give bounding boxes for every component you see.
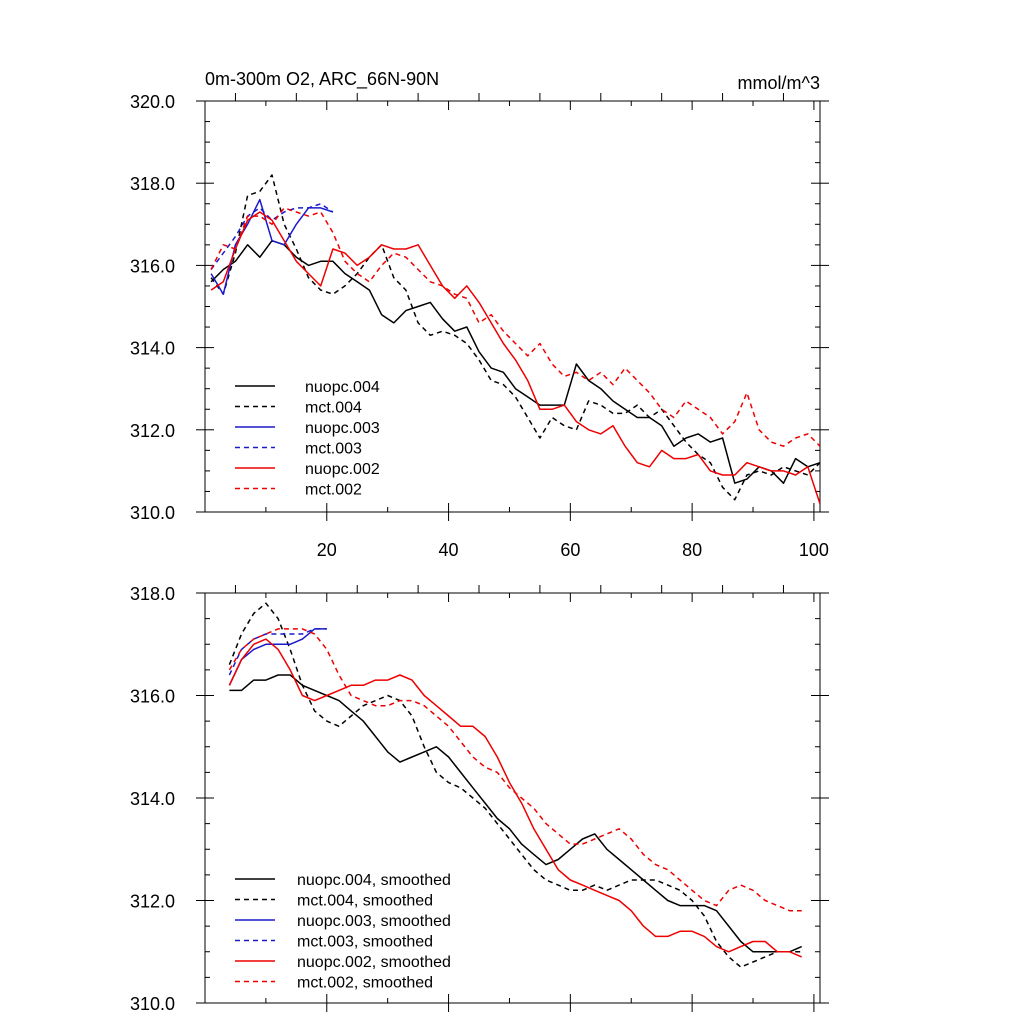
- legend-label: nuopc.002, smoothed: [297, 954, 451, 971]
- top-panel: 20 40 60 80 100 310.0 312.0 314.0 316.0 318.0 320.…: [130, 69, 829, 560]
- series-line-nuopc-002: [210, 211, 820, 505]
- y-tick-label: 310.0: [130, 503, 175, 523]
- x-tick-label: 60: [560, 540, 580, 560]
- legend-label: nuopc.004, smoothed: [297, 872, 451, 889]
- plot-frame: [204, 100, 821, 513]
- x-tick-label: 100: [799, 540, 829, 560]
- y-tick-label: 320.0: [130, 92, 175, 112]
- series-line-nuopc-004-smoothed: [229, 674, 802, 953]
- units-label: mmol/m^3: [738, 73, 820, 93]
- x-tick-label: 20: [317, 540, 337, 560]
- series-group: [228, 602, 802, 968]
- chart-title: 0m-300m O2, ARC_66N-90N: [205, 69, 439, 90]
- y-tick-label: 316.0: [130, 256, 175, 276]
- series-line-mct-003-smoothed: [228, 628, 327, 676]
- y-tick-label: 318.0: [130, 584, 175, 604]
- legend-label: nuopc.004: [305, 379, 380, 396]
- bottom-panel: 310.0 312.0 314.0 316.0 318.0 nuopc.004, smoo…: [130, 584, 829, 1014]
- legend-label: mct.002: [305, 482, 362, 499]
- legend-label: nuopc.003: [305, 420, 380, 437]
- series-line-mct-002-smoothed: [228, 628, 802, 912]
- series-line-nuopc-004: [210, 239, 820, 484]
- y-tick-label: 314.0: [130, 789, 175, 809]
- legend-label: nuopc.003, smoothed: [297, 913, 451, 930]
- legend-label: mct.004: [305, 400, 362, 417]
- y-tick-label: 312.0: [130, 892, 175, 912]
- y-tick-label: 318.0: [130, 174, 175, 194]
- x-tick-label: 40: [439, 540, 459, 560]
- y-tick-label: 314.0: [130, 339, 175, 359]
- series-line-mct-002: [210, 207, 820, 447]
- series-group: [210, 174, 820, 505]
- legend-label: mct.002, smoothed: [297, 975, 433, 992]
- y-tick-label: 310.0: [130, 994, 175, 1014]
- series-line-mct-004-smoothed: [228, 602, 802, 968]
- y-tick-label: 316.0: [130, 687, 175, 707]
- legend-label: nuopc.002: [305, 461, 380, 478]
- legend-label: mct.004, smoothed: [297, 893, 433, 910]
- x-tick-label: 80: [682, 540, 702, 560]
- legend-label: mct.003, smoothed: [297, 934, 433, 951]
- y-tick-label: 312.0: [130, 421, 175, 441]
- series-line-mct-004: [210, 174, 820, 501]
- legend-label: mct.003: [305, 441, 362, 458]
